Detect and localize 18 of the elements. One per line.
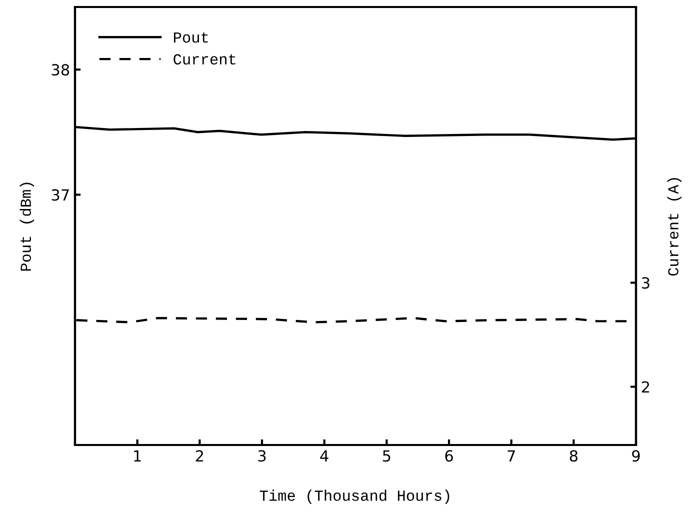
legend-label: Pout <box>174 32 208 43</box>
y-tick-label: 37 <box>52 189 69 201</box>
x-axis-title: Time (Thousand Hours) <box>260 490 450 504</box>
x-tick-label: 4 <box>320 450 328 462</box>
x-tick-label: 1 <box>134 450 141 462</box>
legend-label: Current <box>174 54 236 65</box>
x-tick-label: 5 <box>382 450 390 462</box>
x-tick-label: 8 <box>570 450 578 462</box>
x-tick-label: 7 <box>508 450 515 462</box>
y2-axis-title: Current (A) <box>667 178 682 276</box>
y-axis-title: Pout (dBm) <box>20 182 34 271</box>
x-tick-label: 9 <box>632 450 640 462</box>
y2-tick-label: 2 <box>642 381 650 393</box>
x-tick-label: 6 <box>445 450 453 462</box>
y2-tick-label: 3 <box>642 277 650 289</box>
x-tick-label: 2 <box>196 450 203 462</box>
y-tick-label: 38 <box>52 64 70 76</box>
x-tick-label: 3 <box>258 450 266 462</box>
